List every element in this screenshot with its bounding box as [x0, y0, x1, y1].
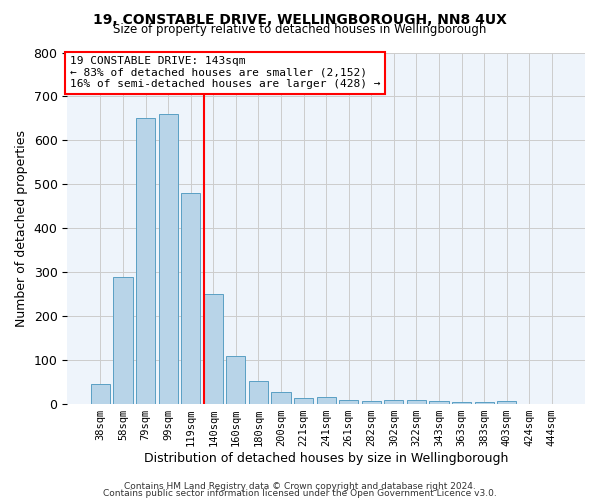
Bar [407, 400, 426, 404]
Bar [203, 294, 223, 404]
Y-axis label: Number of detached properties: Number of detached properties [15, 130, 28, 327]
X-axis label: Distribution of detached houses by size in Wellingborough: Distribution of detached houses by size … [144, 452, 508, 465]
Bar [181, 193, 200, 404]
Bar [158, 114, 178, 404]
Text: 19 CONSTABLE DRIVE: 143sqm
← 83% of detached houses are smaller (2,152)
16% of s: 19 CONSTABLE DRIVE: 143sqm ← 83% of deta… [70, 56, 380, 89]
Bar [91, 384, 110, 404]
Bar [294, 398, 313, 404]
Bar [497, 400, 517, 404]
Bar [339, 400, 358, 404]
Bar [430, 400, 449, 404]
Bar [249, 381, 268, 404]
Text: Size of property relative to detached houses in Wellingborough: Size of property relative to detached ho… [113, 22, 487, 36]
Bar [384, 400, 403, 404]
Bar [271, 392, 290, 404]
Bar [362, 400, 381, 404]
Bar [475, 402, 494, 404]
Bar [113, 276, 133, 404]
Bar [317, 398, 336, 404]
Text: 19, CONSTABLE DRIVE, WELLINGBOROUGH, NN8 4UX: 19, CONSTABLE DRIVE, WELLINGBOROUGH, NN8… [93, 12, 507, 26]
Text: Contains HM Land Registry data © Crown copyright and database right 2024.: Contains HM Land Registry data © Crown c… [124, 482, 476, 491]
Bar [136, 118, 155, 404]
Bar [226, 356, 245, 404]
Text: Contains public sector information licensed under the Open Government Licence v3: Contains public sector information licen… [103, 490, 497, 498]
Bar [452, 402, 471, 404]
